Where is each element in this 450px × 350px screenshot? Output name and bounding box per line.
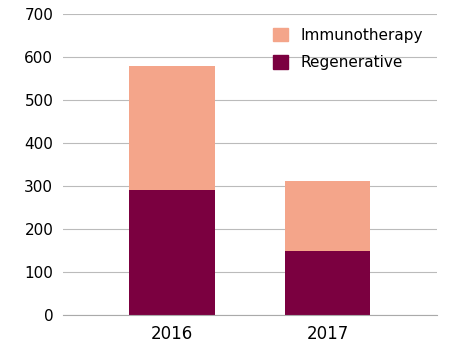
Bar bbox=[129, 190, 215, 315]
Legend: Immunotherapy, Regenerative: Immunotherapy, Regenerative bbox=[267, 22, 429, 76]
Bar bbox=[285, 181, 370, 251]
Bar bbox=[285, 251, 370, 315]
Bar bbox=[129, 65, 215, 190]
